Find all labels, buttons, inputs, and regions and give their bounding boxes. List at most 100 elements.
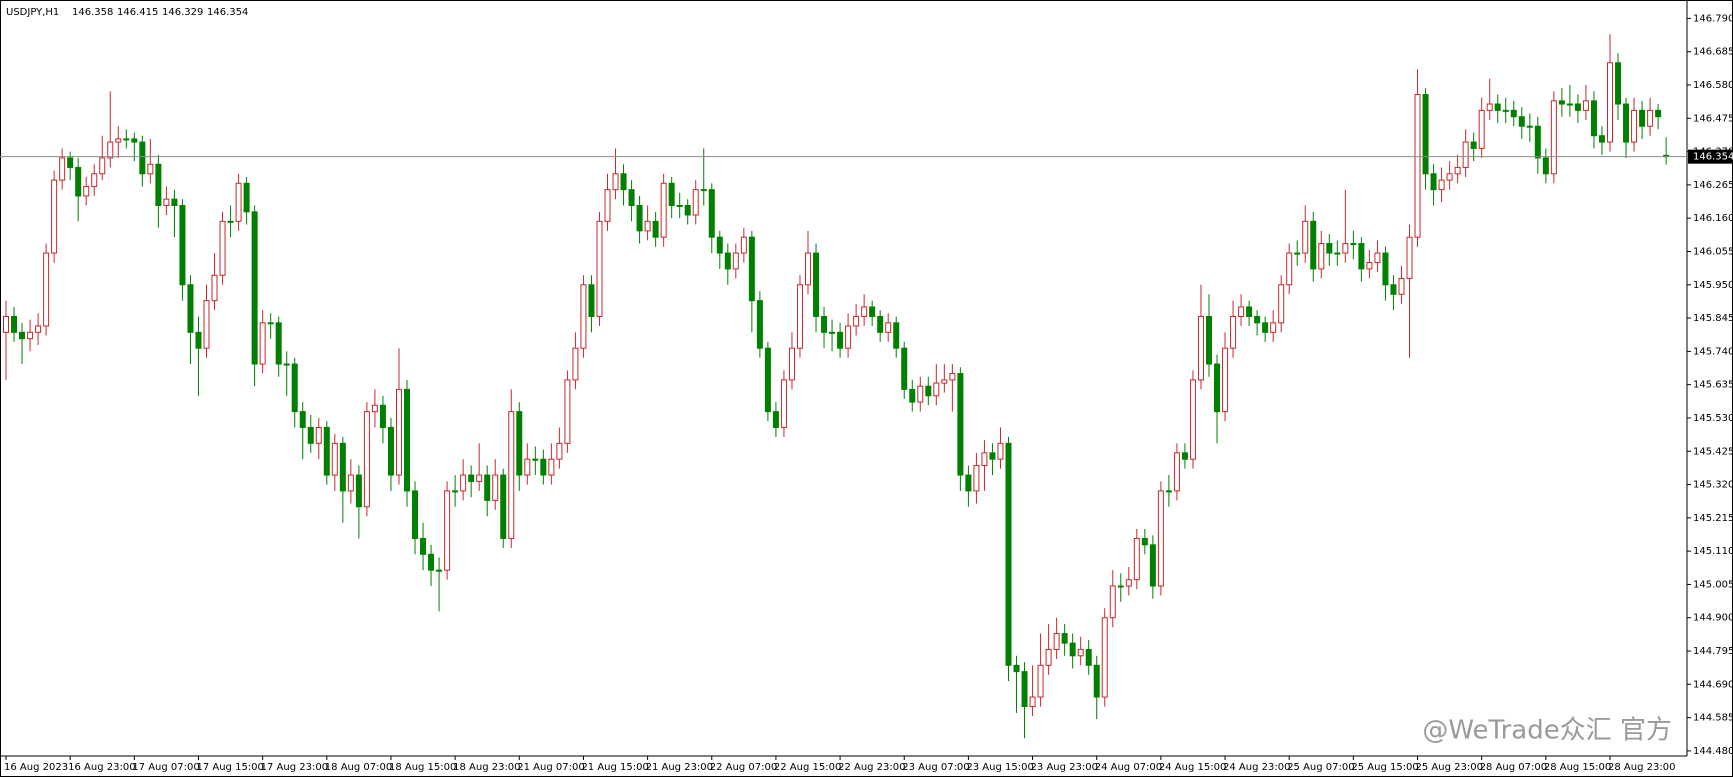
- candle-body: [981, 452, 988, 467]
- y-tick-label: 146.160: [1693, 213, 1733, 224]
- candle-body: [1582, 100, 1589, 111]
- candle-body: [861, 306, 868, 317]
- y-tick-label: 146.265: [1693, 180, 1733, 191]
- candle-body: [1390, 284, 1397, 295]
- y-tick-label: 145.740: [1693, 346, 1733, 357]
- candle-body: [1655, 109, 1662, 118]
- candle-body: [604, 189, 611, 222]
- watermark: @WeTrade众汇 官方: [1422, 716, 1672, 746]
- candle-body: [1438, 179, 1445, 191]
- candle-body: [1101, 617, 1108, 698]
- x-tick-label: 23 Aug 15:00: [966, 762, 1033, 773]
- candle-body: [1334, 252, 1341, 255]
- candle-body: [564, 379, 571, 444]
- candle-body: [1157, 490, 1164, 587]
- candle-body: [1254, 315, 1261, 324]
- candle-body: [35, 325, 42, 333]
- candle-body: [315, 426, 322, 444]
- candle-body: [1374, 252, 1381, 264]
- candle-body: [957, 373, 964, 476]
- candle-body: [259, 322, 266, 365]
- candle-body: [1534, 125, 1541, 159]
- candle-body: [1526, 125, 1533, 128]
- candle-body: [1639, 109, 1646, 127]
- candle-body: [1318, 243, 1325, 270]
- candle-body: [869, 306, 876, 317]
- candle-body: [371, 404, 378, 413]
- candle-body: [323, 426, 330, 476]
- price-label-box: [1688, 149, 1733, 164]
- x-tick-label: 25 Aug 15:00: [1351, 762, 1418, 773]
- y-tick-label: 146.580: [1693, 80, 1733, 91]
- candle-body: [1021, 671, 1028, 708]
- y-tick-label: 145.320: [1693, 480, 1733, 491]
- candle-body: [171, 198, 178, 206]
- candle-body: [211, 274, 218, 302]
- x-tick-label: 21 Aug 15:00: [581, 762, 648, 773]
- candle-body: [291, 363, 298, 413]
- candle-body: [500, 474, 507, 539]
- header-open: 146.358: [72, 7, 113, 18]
- y-tick-label: 146.790: [1693, 13, 1733, 24]
- x-tick-label: 28 Aug 15:00: [1544, 762, 1611, 773]
- candle-body: [588, 284, 595, 317]
- y-tick-label: 144.690: [1693, 679, 1733, 690]
- candle-body: [115, 138, 122, 143]
- x-tick-label: 24 Aug 23:00: [1223, 762, 1290, 773]
- candle-body: [299, 411, 306, 428]
- candle-body: [131, 138, 138, 143]
- candle-body: [692, 189, 699, 216]
- candle-body: [716, 236, 723, 254]
- x-tick-label: 24 Aug 15:00: [1159, 762, 1226, 773]
- y-tick-label: 145.845: [1693, 313, 1733, 324]
- x-tick-label: 22 Aug 23:00: [838, 762, 905, 773]
- candle-body: [1181, 452, 1188, 460]
- candle-body: [452, 490, 459, 493]
- candle-body: [901, 347, 908, 390]
- candle-body: [1053, 633, 1060, 650]
- candle-body: [708, 189, 715, 238]
- candle-body: [1542, 157, 1549, 175]
- candle-body: [580, 284, 587, 349]
- candle-body: [772, 411, 779, 428]
- candle-body: [556, 442, 563, 460]
- candle-body: [1214, 363, 1221, 413]
- candle-body: [748, 236, 755, 302]
- candle-body: [387, 426, 394, 476]
- candle-body: [283, 363, 290, 366]
- candle-body: [1222, 347, 1229, 413]
- candle-body: [1598, 135, 1605, 143]
- candle-body: [917, 385, 924, 403]
- candle-body: [1470, 141, 1477, 149]
- candle-body: [1005, 442, 1012, 666]
- candle-body: [1430, 173, 1437, 191]
- candle-body: [1045, 648, 1052, 666]
- candle-body: [379, 404, 386, 428]
- candle-body: [724, 252, 731, 270]
- candle-body: [251, 211, 258, 365]
- candle-body: [668, 182, 675, 206]
- y-tick-label: 146.475: [1693, 113, 1733, 124]
- candle-body: [780, 379, 787, 428]
- candle-body: [444, 490, 451, 571]
- candle-body: [524, 458, 531, 476]
- x-tick-label: 21 Aug 23:00: [646, 762, 713, 773]
- candle-body: [1590, 100, 1597, 137]
- candle-body: [195, 331, 202, 349]
- y-tick-label: 145.530: [1693, 413, 1733, 424]
- candle-body: [885, 322, 892, 333]
- candle-body: [243, 182, 250, 213]
- x-tick-label: 21 Aug 07:00: [517, 762, 584, 773]
- candle-body: [508, 411, 515, 539]
- candle-body: [412, 490, 419, 539]
- candle-body: [788, 347, 795, 381]
- candle-body: [1510, 109, 1517, 118]
- x-tick-label: 22 Aug 07:00: [710, 762, 777, 773]
- candle-body: [1125, 579, 1132, 587]
- candle-body: [219, 220, 226, 276]
- x-tick-label: 17 Aug 07:00: [132, 762, 199, 773]
- candle-body: [1029, 696, 1036, 708]
- candle-body: [179, 204, 186, 286]
- candle-body: [123, 138, 130, 141]
- candle-body: [660, 182, 667, 238]
